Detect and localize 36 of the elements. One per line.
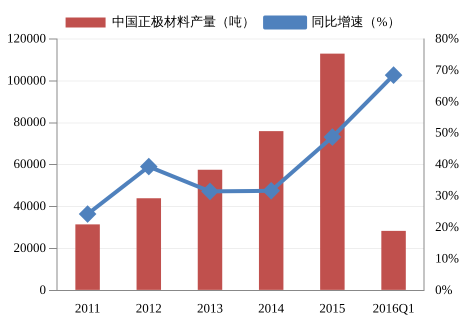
legend-label: 中国正极材料产量（吨） — [112, 14, 256, 29]
x-tick-label: 2016Q1 — [372, 300, 415, 316]
y2-tick-label: 60% — [435, 93, 460, 108]
bar — [320, 54, 345, 290]
x-tick-label: 2015 — [319, 300, 346, 316]
y2-tick-label: 80% — [435, 30, 460, 46]
y2-tick-label: 70% — [435, 62, 460, 77]
y2-tick-label: 10% — [435, 250, 460, 266]
y2-tick-label: 30% — [435, 188, 460, 203]
x-tick-label: 2013 — [196, 300, 223, 316]
y2-tick-label: 20% — [435, 218, 460, 234]
y2-tick-label: 40% — [435, 156, 460, 172]
point — [202, 183, 218, 200]
y2-tick-label: 0% — [435, 282, 453, 297]
x-tick-label: 2011 — [74, 300, 100, 316]
bar — [75, 224, 100, 290]
y-tick-label: 20000 — [14, 240, 46, 255]
bar — [258, 131, 284, 290]
y-tick-label: 80000 — [14, 114, 46, 130]
point — [80, 206, 96, 222]
point — [263, 182, 280, 199]
y-tick-label: 0 — [40, 282, 46, 297]
point — [386, 67, 402, 84]
y-tick-label: 40000 — [14, 198, 46, 214]
y-tick-label: 120000 — [7, 30, 46, 46]
y-tick-label: 100000 — [7, 72, 46, 88]
bar — [136, 198, 162, 290]
point — [324, 129, 340, 146]
y2-tick-label: 50% — [435, 124, 460, 140]
bar — [198, 170, 222, 290]
y-tick-label: 60000 — [14, 156, 46, 172]
point — [140, 158, 157, 175]
x-tick-label: 2012 — [136, 300, 162, 316]
x-tick-label: 2014 — [258, 300, 285, 316]
legend-label: 同比增速（%） — [312, 14, 400, 29]
bar — [381, 230, 406, 290]
